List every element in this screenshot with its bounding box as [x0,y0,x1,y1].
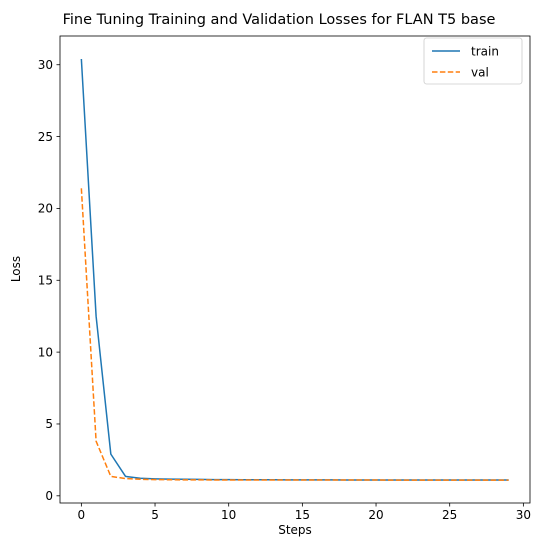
x-tick-label: 20 [368,508,383,522]
legend-label-val: val [471,65,489,79]
y-tick-label: 25 [38,130,53,144]
x-tick-label: 30 [516,508,531,522]
y-tick-label: 20 [38,202,53,216]
y-tick-label: 0 [45,489,53,503]
y-tick-label: 15 [38,273,53,287]
x-axis-label: Steps [278,523,312,537]
chart-legend: train val [424,38,522,84]
plot-area [60,36,530,503]
y-tick-label: 10 [38,345,53,359]
x-tick-label: 25 [442,508,457,522]
x-tick-label: 10 [221,508,236,522]
chart-title: Fine Tuning Training and Validation Loss… [63,12,496,28]
x-tick-label: 0 [78,508,86,522]
legend-label-train: train [471,44,499,58]
y-axis-label: Loss [9,256,23,282]
y-tick-label: 30 [38,58,53,72]
x-tick-label: 5 [151,508,159,522]
y-tick-label: 5 [45,417,53,431]
x-tick-label: 15 [295,508,310,522]
